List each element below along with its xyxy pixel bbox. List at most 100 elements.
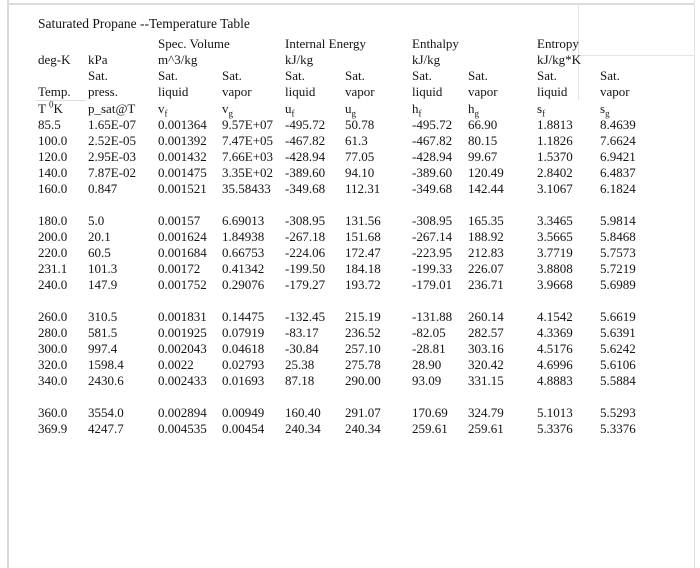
table-row: 280.0 581.5 0.001925 0.07919 -83.17 236.52 -82… — [36, 325, 656, 341]
table-cell: 581.5 — [88, 324, 118, 340]
table-cell: 220.0 — [38, 244, 68, 260]
table-row: 220.0 60.5 0.001684 0.66753 -224.06 172.47 -22… — [36, 245, 656, 261]
table-cell: 310.5 — [88, 308, 118, 324]
table-row: 85.5 1.65E-07 0.001364 9.57E+07 -495.72 50.78… — [36, 117, 656, 133]
table-cell: 215.19 — [345, 308, 381, 324]
table-cell: -83.17 — [285, 324, 319, 340]
table-cell: 7.47E+05 — [222, 132, 274, 148]
table-cell: 1.1826 — [537, 132, 573, 148]
table-title: Saturated Propane --Temperature Table — [38, 16, 250, 31]
table-cell: -495.72 — [412, 116, 453, 132]
table-cell: 25.38 — [285, 356, 315, 372]
table-cell: 5.9814 — [600, 212, 636, 228]
header-liquid: liquid — [158, 84, 189, 99]
table-row: 100.0 2.52E-05 0.001392 7.47E+05 -467.82 61.3… — [36, 133, 656, 149]
table-cell: 35.58433 — [222, 180, 271, 196]
table-cell: 60.5 — [88, 244, 111, 260]
table-cell: 0.66753 — [222, 244, 265, 260]
table-cell: -428.94 — [412, 148, 453, 164]
table-cell: 2430.6 — [88, 372, 124, 388]
table-cell: 3.5665 — [537, 228, 573, 244]
table-cell: -28.81 — [412, 340, 446, 356]
table-cell: 3.3465 — [537, 212, 573, 228]
table-cell: 160.0 — [38, 180, 68, 196]
table-cell: 3.9668 — [537, 276, 573, 292]
table-cell: 147.9 — [88, 276, 118, 292]
table-cell: 3.1067 — [537, 180, 573, 196]
table-cell: -467.82 — [412, 132, 453, 148]
table-cell: 188.92 — [468, 228, 504, 244]
table-cell: 61.3 — [345, 132, 368, 148]
table-cell: 5.6391 — [600, 324, 636, 340]
table-row: 180.0 5.0 0.00157 6.69013 -308.95 131.56 -308.… — [36, 213, 656, 229]
table-cell: 7.87E-02 — [88, 164, 137, 180]
table-cell: 172.47 — [345, 244, 381, 260]
header-liquid: liquid — [537, 84, 568, 99]
table-cell: 5.0 — [88, 212, 105, 228]
header-internal-energy: Internal Energy — [285, 36, 366, 51]
cell-gridline-vertical — [578, 4, 579, 100]
table-cell: -199.50 — [285, 260, 326, 276]
table-cell: 5.1013 — [537, 404, 573, 420]
table-cell: 290.00 — [345, 372, 381, 388]
table-cell: 331.15 — [468, 372, 504, 388]
table-cell: 99.67 — [468, 148, 498, 164]
header-press: press. — [88, 84, 118, 99]
table-cell: 184.18 — [345, 260, 381, 276]
table-cell: -224.06 — [285, 244, 326, 260]
header-temp: Temp. — [36, 68, 86, 101]
table-cell: 259.61 — [468, 420, 504, 436]
table-row: 360.0 3554.0 0.002894 0.00949 160.40 291.07 17… — [36, 405, 656, 421]
table-cell: 0.001432 — [158, 148, 207, 164]
table-cell: 240.34 — [285, 420, 321, 436]
table-cell: 1.65E-07 — [88, 116, 137, 132]
table-cell: -308.95 — [412, 212, 453, 228]
table-cell: 3554.0 — [88, 404, 124, 420]
table-cell: -495.72 — [285, 116, 326, 132]
header-row-sat: Temp. Sat. Sat. Sat. Sat. Sat. Sat. Sat.… — [36, 68, 656, 101]
table-cell: 5.3376 — [600, 420, 636, 436]
table-cell: 997.4 — [88, 340, 118, 356]
table-cell: 2.8402 — [537, 164, 573, 180]
table-cell: 5.5293 — [600, 404, 636, 420]
header-vapor: vapor — [468, 84, 498, 99]
table-cell: 231.1 — [38, 260, 68, 276]
symbol-pressure: p_sat@T — [88, 100, 136, 116]
table-cell: 0.0022 — [158, 356, 194, 372]
table-cell: 0.02793 — [222, 356, 265, 372]
table-cell: 0.004535 — [158, 420, 207, 436]
symbol-hg: hg — [468, 100, 479, 119]
table-cell: 280.0 — [38, 324, 68, 340]
symbol-vg: vg — [222, 100, 233, 119]
table-cell: 5.7219 — [600, 260, 636, 276]
table-cell: 112.31 — [345, 180, 381, 196]
table-cell: -349.68 — [412, 180, 453, 196]
header-row-units: deg-K kPa m^3/kg kJ/kg kJ/kg kJ/kg*K — [36, 52, 656, 68]
table-cell: 236.52 — [345, 324, 381, 340]
table-cell: 0.001831 — [158, 308, 207, 324]
table-cell: -389.60 — [285, 164, 326, 180]
symbol-hf: hf — [412, 100, 422, 119]
table-cell: -267.18 — [285, 228, 326, 244]
header-blank — [86, 36, 156, 52]
table-cell: 340.0 — [38, 372, 68, 388]
table-cell: 101.3 — [88, 260, 118, 276]
header-vapor: vapor — [345, 84, 375, 99]
table-cell: 0.001925 — [158, 324, 207, 340]
table-cell: 5.6242 — [600, 340, 636, 356]
table-row: 231.1 101.3 0.00172 0.41342 -199.50 184.18 -19… — [36, 261, 656, 277]
table-cell: 28.90 — [412, 356, 442, 372]
table-cell: -267.14 — [412, 228, 453, 244]
table-cell: 0.00172 — [158, 260, 201, 276]
table-cell: -132.45 — [285, 308, 326, 324]
table-cell: 6.69013 — [222, 212, 265, 228]
table-cell: 120.0 — [38, 148, 68, 164]
table-cell: -223.95 — [412, 244, 453, 260]
header-sat: Sat. — [537, 68, 557, 83]
header-enthalpy: Enthalpy — [412, 36, 459, 51]
table-cell: 0.002894 — [158, 404, 207, 420]
symbol-temperature: T 0K — [38, 99, 63, 116]
table-cell: 85.5 — [38, 116, 61, 132]
table-cell: 94.10 — [345, 164, 375, 180]
header-sat: Sat. — [158, 68, 178, 83]
